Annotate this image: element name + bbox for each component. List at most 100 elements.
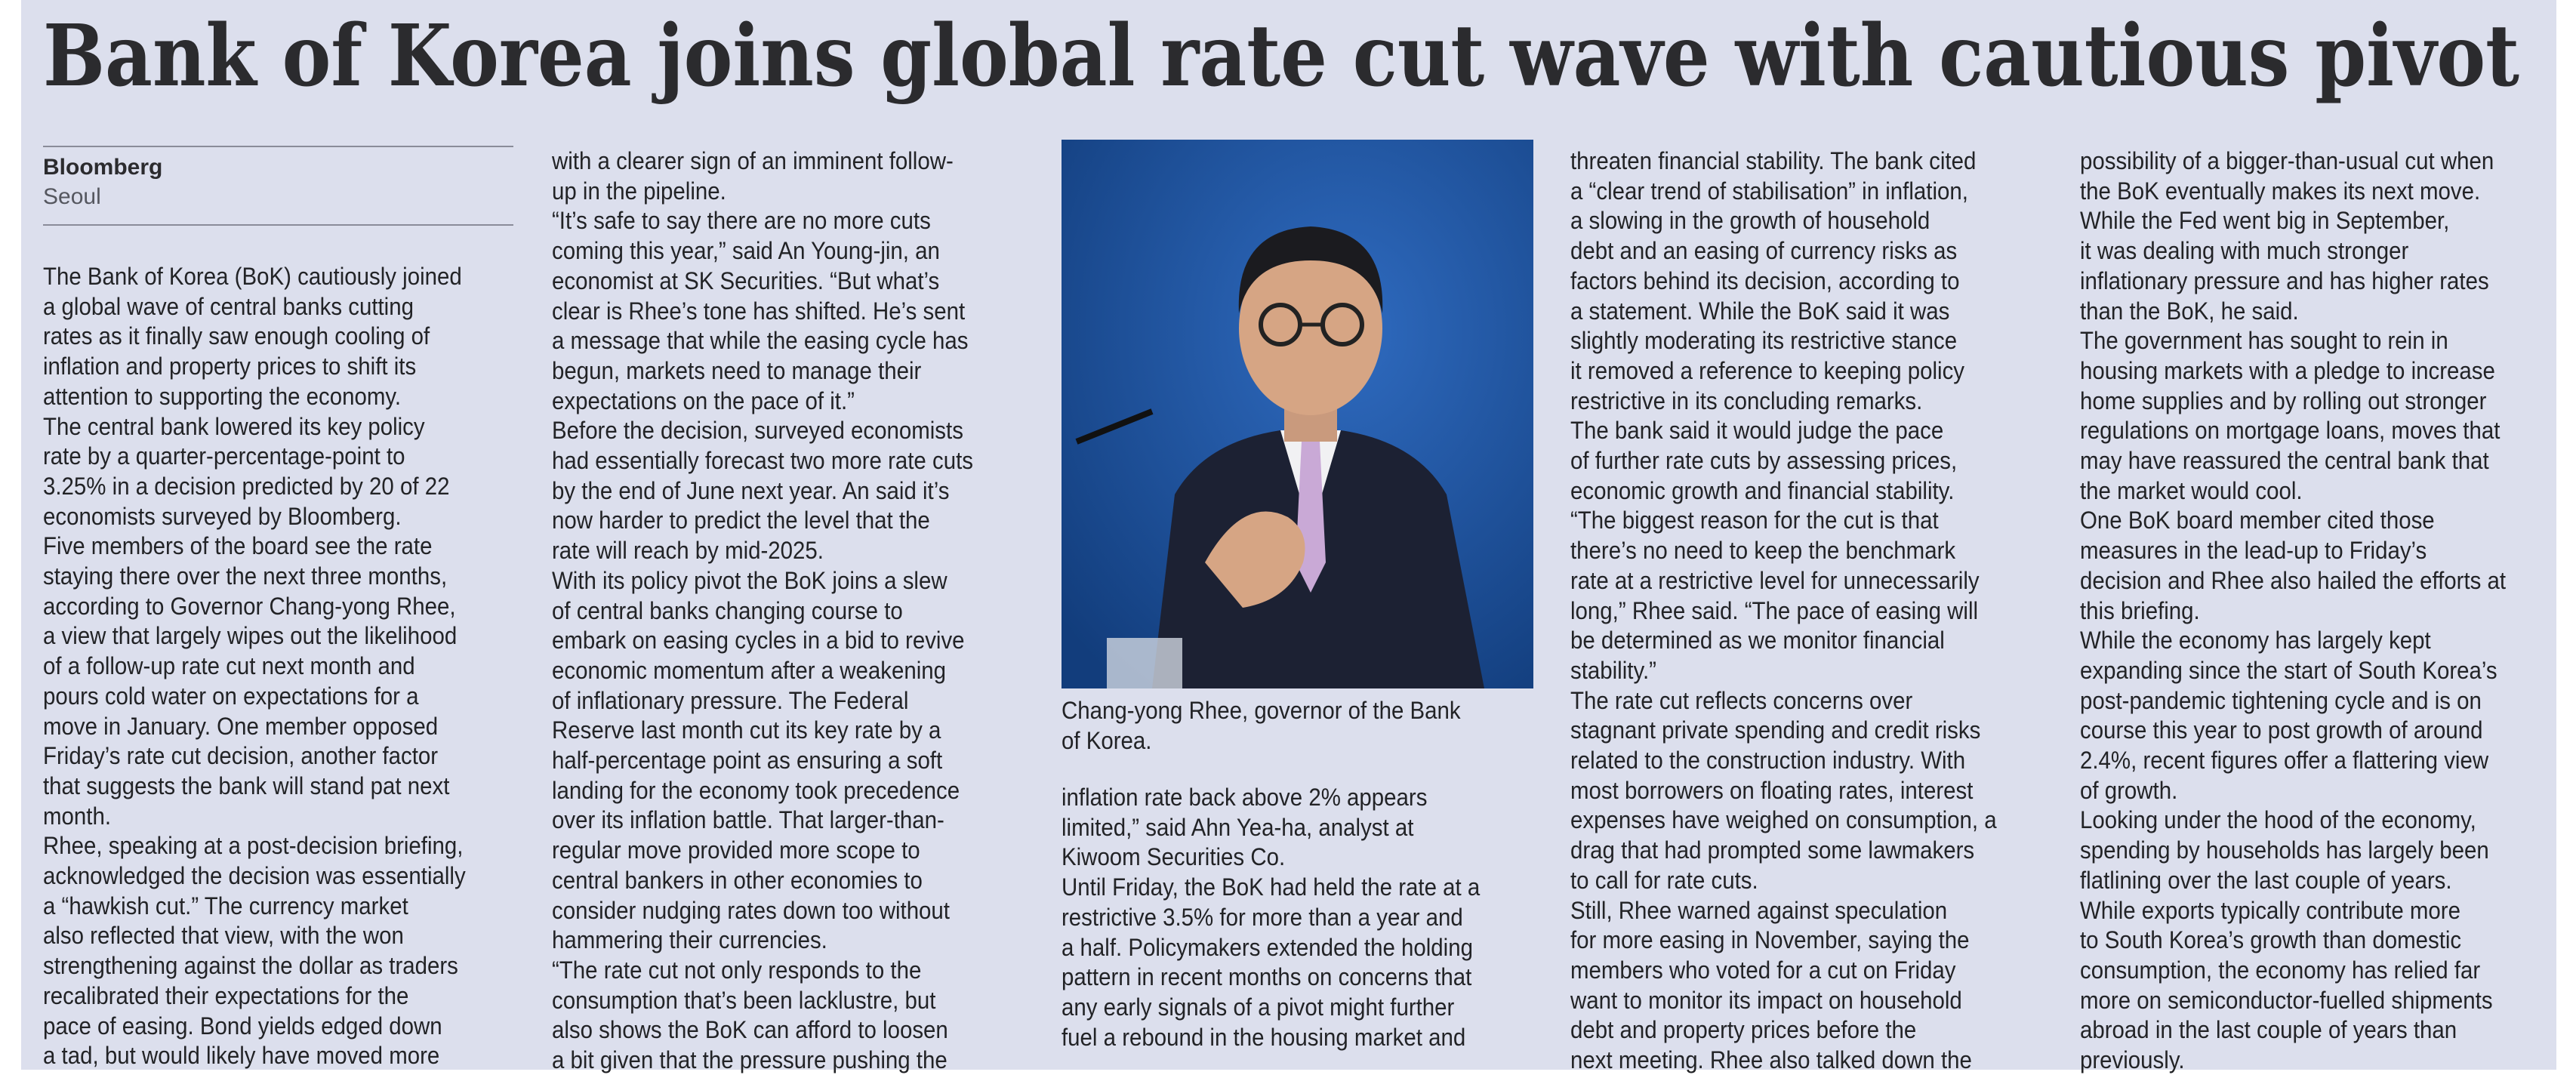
text-line: “It’s safe to say there are no more cuts [552,207,931,235]
text-line: a statement. While the BoK said it was [1570,297,1950,325]
text-line: also shows the BoK can afford to loosen [552,1016,948,1044]
text-line: of Korea. [1062,726,1152,754]
text-line: restrictive in its concluding remarks. [1570,387,1923,414]
text-line: regular move provided more scope to [552,836,920,864]
text-line: move in January. One member opposed [43,712,439,740]
text-line: expenses have weighed on consumption, a [1570,806,1997,834]
text-line: the market would cool. [2080,476,2303,504]
text-line: One BoK board member cited those [2080,507,2435,534]
text-line: may have reassured the central bank that [2080,447,2489,474]
text-line: of inflationary pressure. The Federal [552,686,909,714]
text-line: it removed a reference to keeping policy [1570,356,1965,384]
text-line: a “clear trend of stabilisation” in infl… [1570,177,1968,205]
text-line: pattern in recent months on concerns tha… [1062,963,1472,991]
text-line: acknowledged the decision was essentiall… [43,862,466,889]
text-line: “The rate cut not only responds to the [552,956,922,984]
text-line: members who voted for a cut on Friday [1570,956,1956,984]
text-line: rate by a quarter-percentage-point to [43,442,405,470]
text-line: inflation rate back above 2% appears [1062,784,1428,811]
text-line: debt and property prices before the [1570,1016,1917,1044]
text-line: related to the construction industry. Wi… [1570,747,1966,774]
text-line: by the end of June next year. An said it… [552,476,950,504]
text-line: this briefing. [2080,596,2200,624]
text-line: Five members of the board see the rate [43,532,433,560]
text-line: The central bank lowered its key policy [43,412,425,440]
text-line: The Bank of Korea (BoK) cautiously joine… [43,263,462,290]
text-line: clear is Rhee’s tone has shifted. He’s s… [552,297,966,325]
text-line: home supplies and by rolling out stronge… [2080,387,2487,414]
text-line: a slowing in the growth of household [1570,207,1930,235]
text-line: restrictive 3.5% for more than a year an… [1062,903,1463,931]
text-line: The government has sought to rein in [2080,327,2448,355]
text-line: now harder to predict the level that the [552,507,930,534]
text-line: previously. [2080,1046,2185,1073]
text-line: more on semiconductor-fuelled shipments [2080,986,2493,1014]
text-line: a bit given that the pressure pushing th… [552,1046,948,1073]
text-line: long,” Rhee said. “The pace of easing wi… [1570,596,1979,624]
byline-source: Bloomberg [43,155,163,180]
text-line: economists surveyed by Bloomberg. [43,502,402,530]
text-line: pours cold water on expectations for a [43,682,419,710]
text-line: inflationary pressure and has higher rat… [2080,266,2489,294]
text-line: most borrowers on floating rates, intere… [1570,776,1974,804]
text-line: a view that largely wipes out the likeli… [43,622,458,650]
text-line: of central banks changing course to [552,596,903,624]
text-line: there’s no need to keep the benchmark [1570,537,1956,565]
text-line: it was dealing with much stronger [2080,237,2409,265]
text-line: of further rate cuts by assessing prices… [1570,447,1958,474]
text-line: limited,” said Ahn Yea-ha, analyst at [1062,813,1414,841]
text-line: a message that while the easing cycle ha… [552,327,969,355]
text-line: consider nudging rates down too without [552,896,950,924]
text-line: any early signals of a pivot might furth… [1062,993,1455,1021]
text-line: fuel a rebound in the housing market and [1062,1023,1466,1051]
text-line: inflation and property prices to shift i… [43,353,417,380]
text-line: abroad in the last couple of years than [2080,1016,2457,1044]
text-line: With its policy pivot the BoK joins a sl… [552,566,948,594]
text-line: coming this year,” said An Young-jin, an [552,237,940,265]
text-line: over its inflation battle. That larger-t… [552,806,944,834]
photo [1062,140,1533,688]
text-line: also reflected that view, with the won [43,922,404,950]
text-line: begun, markets need to manage their [552,356,922,384]
text-line: 3.25% in a decision predicted by 20 of 2… [43,472,450,500]
text-line: Reserve last month cut its key rate by a [552,716,941,744]
text-line: stability.” [1570,656,1656,684]
text-line: While the Fed went big in September, [2080,207,2450,235]
text-line: staying there over the next three months… [43,562,448,590]
text-line: flatlining over the last couple of years… [2080,866,2452,894]
headline: Bank of Korea joins global rate cut wave… [43,7,2519,106]
text-line: debt and an easing of currency risks as [1570,237,1958,265]
text-line: want to monitor its impact on household [1570,986,1962,1014]
text-line: decision and Rhee also hailed the effort… [2080,566,2507,594]
text-line: rates as it finally saw enough cooling o… [43,322,430,350]
text-line: central bankers in other economies to [552,866,923,894]
text-line: a half. Policymakers extended the holdin… [1062,933,1473,961]
text-line: consumption, the economy has relied far [2080,956,2481,984]
text-line: Until Friday, the BoK had held the rate … [1062,873,1481,901]
text-line: economic growth and financial stability. [1570,476,1955,504]
text-line: possibility of a bigger-than-usual cut w… [2080,147,2494,174]
text-line: than the BoK, he said. [2080,297,2299,325]
text-line: measures in the lead-up to Friday’s [2080,537,2427,565]
text-line: Kiwoom Securities Co. [1062,843,1286,871]
text-line: course this year to post growth of aroun… [2080,716,2483,744]
text-line: factors behind its decision, according t… [1570,266,1960,294]
text-line: The bank said it would judge the pace [1570,417,1944,445]
text-line: embark on easing cycles in a bid to revi… [552,627,965,655]
text-line: Chang-yong Rhee, governor of the Bank [1062,697,1461,724]
byline-location: Seoul [43,184,101,209]
text-line: be determined as we monitor financial [1570,627,1945,655]
text-line: Still, Rhee warned against speculation [1570,896,1948,924]
text-line: that suggests the bank will stand pat ne… [43,772,450,799]
text-line: Friday’s rate cut decision, another fact… [43,742,439,770]
text-line: economist at SK Securities. “But what’s [552,266,940,294]
text-line: hammering their currencies. [552,926,827,954]
text-line: Before the decision, surveyed economists [552,417,963,445]
text-line: regulations on mortgage loans, moves tha… [2080,417,2501,445]
text-line: landing for the economy took precedence [552,776,960,804]
text-line: according to Governor Chang-yong Rhee, [43,592,456,620]
text-line: Looking under the hood of the economy, [2080,806,2476,834]
text-line: to South Korea’s growth than domestic [2080,926,2462,954]
text-line: economic momentum after a weakening [552,656,946,684]
